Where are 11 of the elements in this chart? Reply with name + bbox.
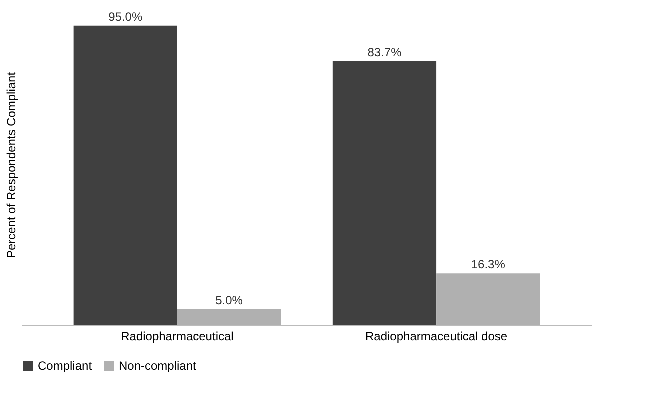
- data-label: 16.3%: [471, 258, 506, 272]
- x-tick-label: Radiopharmaceutical dose: [366, 330, 508, 344]
- data-label: 95.0%: [108, 10, 143, 24]
- legend-label: Non-compliant: [119, 359, 198, 373]
- data-label: 5.0%: [216, 293, 244, 308]
- x-tick-label: Radiopharmaceutical: [121, 330, 234, 344]
- bar: [74, 26, 178, 325]
- legend-label: Compliant: [38, 359, 93, 373]
- y-axis-title: Percent of Respondents Compliant: [4, 72, 18, 259]
- bar: [332, 62, 437, 325]
- data-label: 83.7%: [368, 46, 402, 60]
